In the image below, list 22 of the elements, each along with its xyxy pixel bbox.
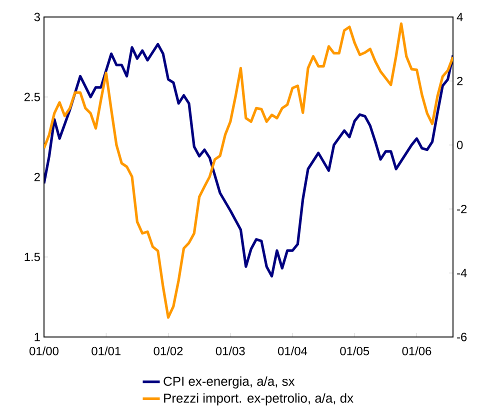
x-tick-label: 01/05	[340, 346, 370, 356]
y-tick-label: 1.5	[24, 252, 40, 262]
legend-label: CPI ex-energia, a/a, sx	[164, 376, 295, 388]
x-tick-label: 01/06	[402, 346, 432, 356]
x-tick-label: 01/03	[216, 346, 245, 356]
x-tick-label: 01/00	[30, 346, 58, 356]
y2-tick-label: -6	[457, 332, 467, 342]
y-tick-label: 3	[34, 12, 40, 22]
line-series	[44, 22, 453, 319]
y2-tick-label: -4	[457, 268, 467, 278]
x-tick-label: 01/04	[278, 346, 308, 356]
x-tick-label: 01/01	[92, 346, 120, 356]
y2-tick-label: -2	[457, 204, 467, 214]
y2-tick-label: 4	[456, 12, 463, 22]
y2-tick-label: 0	[456, 140, 463, 150]
x-tick-label: 01/02	[154, 346, 183, 356]
y-tick-label: 2	[34, 172, 40, 182]
y-tick-label: 1	[34, 332, 40, 342]
y2-tick-label: 2	[457, 76, 463, 86]
y-tick-label: 2.5	[24, 92, 40, 102]
legend-label: Prezzi import. ex-petrolio, a/a, dx	[164, 393, 354, 406]
line-series	[44, 42, 453, 278]
